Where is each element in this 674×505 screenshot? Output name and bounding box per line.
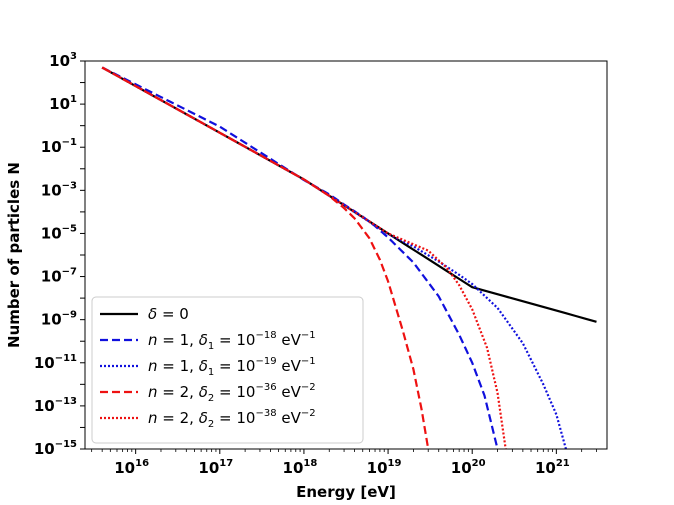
x-tick-label: 1016 [114,458,149,477]
y-axis-label: Number of particles N [5,162,23,348]
y-tick-label: 101 [49,94,77,113]
series-line-4 [101,66,430,449]
x-tick-label: 1018 [283,458,318,477]
y-tick-label: 10−11 [34,353,77,372]
y-tick-label: 10−1 [41,137,77,156]
y-tick-label: 10−5 [41,223,77,242]
x-tick-label: 1020 [451,458,486,477]
legend-box [91,296,364,444]
legend-entry-5: n = 2, δ2 = 10−38 eV−2 [148,408,316,430]
x-axis-label: Energy [eV] [296,483,396,501]
y-tick-label: 103 [49,51,77,70]
legend-entry-1: δ = 0 [148,305,189,323]
legend-entry-4: n = 2, δ2 = 10−36 eV−2 [148,382,316,404]
y-tick-label: 10−3 [41,180,77,199]
series-line-3 [101,66,567,449]
legend-entry-2: n = 1, δ1 = 10−18 eV−1 [148,330,316,352]
series-line-2 [101,66,499,449]
x-tick-label: 1021 [535,458,570,477]
x-tick-label: 1017 [198,458,233,477]
series-line-5 [101,66,507,449]
x-tick-label: 1019 [367,458,402,477]
y-tick-label: 10−7 [41,267,77,286]
y-tick-label: 10−15 [34,439,77,458]
y-tick-label: 10−13 [34,396,77,415]
legend: δ = 0 n = 1, δ1 = 10−18 eV−1 n = 1, δ1 = 1… [91,296,364,444]
series-layer [101,66,597,449]
ticks-layer: 1016 1017 1018 1019 1020 1021 103 101 10−1 10−3 10… [34,51,597,477]
legend-entry-3: n = 1, δ1 = 10−19 eV−1 [148,356,316,378]
y-tick-label: 10−9 [41,310,77,329]
